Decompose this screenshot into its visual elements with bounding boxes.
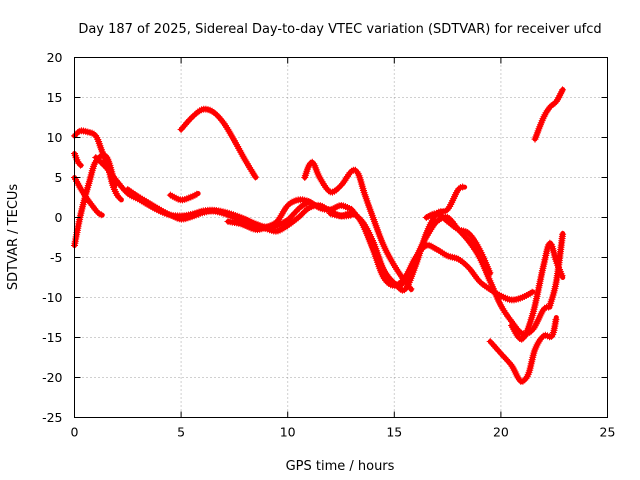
y-tick-label: 10 <box>47 130 63 145</box>
y-tick-label: 0 <box>55 210 63 225</box>
plus-markers <box>546 230 567 309</box>
y-tick-label: -15 <box>42 330 62 345</box>
y-tick-label: -5 <box>50 250 62 265</box>
series-markers-arc15 <box>486 316 560 385</box>
series-markers-arc18 <box>531 86 566 143</box>
axes <box>74 57 608 418</box>
y-tick-label: 5 <box>55 170 63 185</box>
grid <box>74 57 608 418</box>
plus-markers <box>422 209 494 277</box>
series-markers-arc16 <box>508 239 566 343</box>
plus-markers <box>486 316 560 385</box>
plus-markers <box>326 183 467 294</box>
plus-markers <box>71 151 119 249</box>
plus-markers <box>301 158 415 293</box>
x-tick-label: 20 <box>493 425 509 440</box>
series-markers-arc8 <box>177 105 259 181</box>
plus-markers <box>166 190 201 204</box>
plus-markers <box>508 239 566 343</box>
x-tick-label: 25 <box>600 425 616 440</box>
series-markers-arc7 <box>166 190 201 204</box>
y-tick-label: -20 <box>42 370 62 385</box>
y-axis-label: SDTVAR / TECUs <box>6 184 21 291</box>
x-tick-label: 10 <box>280 425 296 440</box>
plot-frame <box>74 57 608 418</box>
plus-markers <box>224 196 355 234</box>
ticks: 0 5 10 15 20 25 -25 -20 -15 -10 -5 0 5 10 15 20 <box>42 50 615 440</box>
plus-markers <box>531 86 566 143</box>
x-axis-label: GPS time / hours <box>286 459 395 474</box>
series-markers-arc17 <box>546 230 567 309</box>
series-markers-arc14 <box>422 209 494 277</box>
x-tick-label: 0 <box>71 425 79 440</box>
x-tick-label: 5 <box>177 425 185 440</box>
y-tick-label: 20 <box>47 50 63 65</box>
y-tick-label: -25 <box>42 410 62 425</box>
series-markers-arc10 <box>301 158 415 293</box>
series-markers-arc1 <box>71 151 119 249</box>
series-group <box>71 86 567 385</box>
chart-title: Day 187 of 2025, Sidereal Day-to-day VTE… <box>78 22 601 37</box>
series-markers-arc9 <box>224 196 355 234</box>
y-tick-label: -10 <box>42 290 62 305</box>
x-tick-label: 15 <box>386 425 402 440</box>
plus-markers <box>177 105 259 181</box>
series-markers-arc11 <box>326 183 467 294</box>
y-tick-label: 15 <box>47 90 63 105</box>
